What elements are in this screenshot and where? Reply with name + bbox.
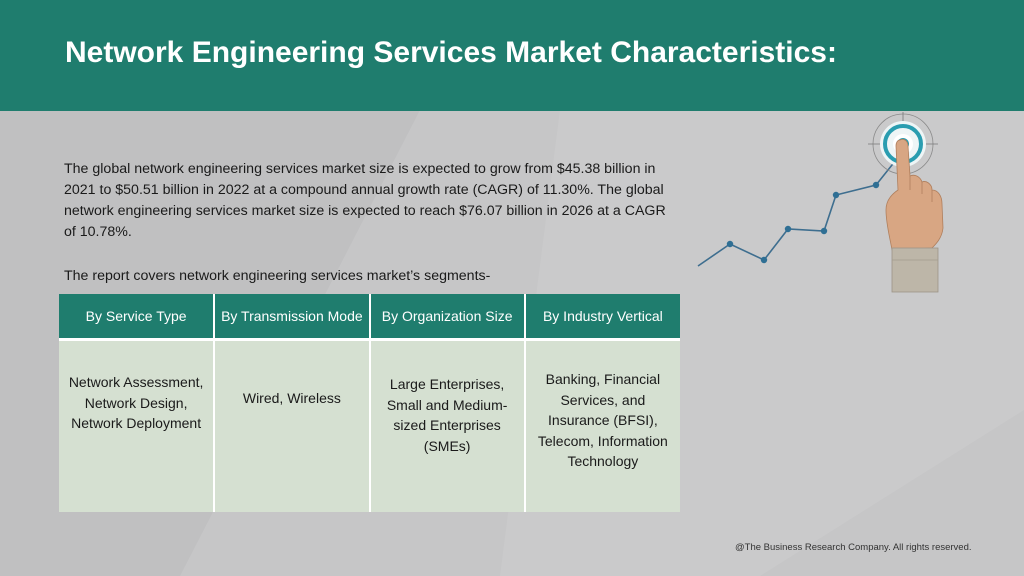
table-row: Network Assessment, Network Design, Netw… [59, 339, 680, 512]
hand-pointing-target-icon [868, 112, 944, 293]
header-industry-vertical: By Industry Vertical [524, 294, 680, 341]
growth-line-icon [697, 154, 901, 267]
header-organization-size: By Organization Size [369, 294, 526, 341]
header-bar: Network Engineering Services Market Char… [0, 0, 1024, 111]
growth-graphic [697, 112, 944, 293]
cell-industry-vertical: Banking, Financial Services, and Insuran… [524, 339, 680, 512]
copyright-footer: @The Business Research Company. All righ… [735, 542, 972, 553]
header-transmission-mode: By Transmission Mode [214, 294, 371, 341]
header-service-type: By Service Type [59, 294, 216, 341]
cell-organization-size: Large Enterprises, Small and Medium-size… [369, 339, 526, 512]
table-header-row: By Service Type By Transmission Mode By … [59, 294, 680, 341]
cell-service-type: Network Assessment, Network Design, Netw… [59, 339, 216, 512]
intro-paragraph: The global network engineering services … [64, 161, 666, 240]
page-title: Network Engineering Services Market Char… [65, 36, 837, 69]
segments-table: By Service Type By Transmission Mode By … [59, 294, 680, 512]
cell-transmission-mode: Wired, Wireless [214, 339, 371, 512]
segments-label: The report covers network engineering se… [64, 268, 491, 284]
